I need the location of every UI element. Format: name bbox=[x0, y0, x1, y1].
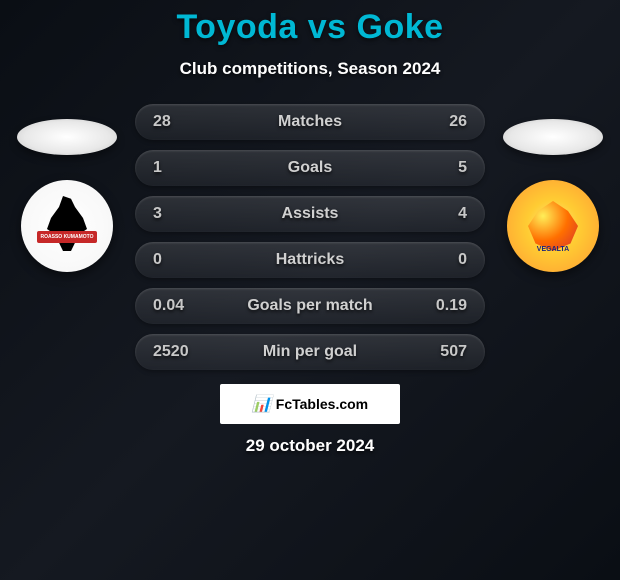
stat-value-left: 28 bbox=[153, 113, 193, 131]
stat-row-goals-per-match: 0.04 Goals per match 0.19 bbox=[135, 288, 485, 324]
subtitle: Club competitions, Season 2024 bbox=[180, 59, 441, 79]
player-avatar-left bbox=[17, 119, 117, 155]
stat-value-left: 2520 bbox=[153, 343, 193, 361]
stat-value-right: 507 bbox=[427, 343, 467, 361]
stat-value-right: 0 bbox=[427, 251, 467, 269]
stat-value-right: 0.19 bbox=[427, 297, 467, 315]
stat-row-matches: 28 Matches 26 bbox=[135, 104, 485, 140]
stat-value-right: 4 bbox=[427, 205, 467, 223]
attribution-text: FcTables.com bbox=[276, 396, 368, 412]
stat-value-left: 3 bbox=[153, 205, 193, 223]
stat-value-left: 1 bbox=[153, 159, 193, 177]
stat-label: Hattricks bbox=[193, 251, 427, 269]
stat-row-min-per-goal: 2520 Min per goal 507 bbox=[135, 334, 485, 370]
stat-label: Goals per match bbox=[193, 297, 427, 315]
stat-label: Goals bbox=[193, 159, 427, 177]
stats-column: 28 Matches 26 1 Goals 5 3 Assists 4 0 Ha… bbox=[135, 104, 485, 370]
badge-banner-left: ROASSO KUMAMOTO bbox=[37, 231, 97, 243]
page-title: Toyoda vs Goke bbox=[176, 8, 443, 47]
stat-value-right: 5 bbox=[427, 159, 467, 177]
eagle-icon bbox=[528, 201, 578, 251]
stat-value-left: 0 bbox=[153, 251, 193, 269]
stat-row-hattricks: 0 Hattricks 0 bbox=[135, 242, 485, 278]
stat-row-assists: 3 Assists 4 bbox=[135, 196, 485, 232]
comparison-card: Toyoda vs Goke Club competitions, Season… bbox=[0, 0, 620, 580]
badge-label-right: VEGALTA bbox=[518, 246, 588, 253]
badge-graphic-right: VEGALTA bbox=[518, 191, 588, 261]
stat-label: Min per goal bbox=[193, 343, 427, 361]
stat-value-left: 0.04 bbox=[153, 297, 193, 315]
stat-label: Assists bbox=[193, 205, 427, 223]
player-column-left: ROASSO KUMAMOTO bbox=[17, 119, 117, 272]
badge-graphic-left: ROASSO KUMAMOTO bbox=[37, 191, 97, 261]
club-badge-right: VEGALTA bbox=[507, 180, 599, 272]
club-badge-left: ROASSO KUMAMOTO bbox=[21, 180, 113, 272]
main-area: ROASSO KUMAMOTO 28 Matches 26 1 Goals 5 … bbox=[0, 119, 620, 370]
player-column-right: VEGALTA bbox=[503, 119, 603, 272]
player-avatar-right bbox=[503, 119, 603, 155]
attribution-badge: 📊 FcTables.com bbox=[220, 384, 400, 424]
chart-icon: 📊 bbox=[252, 394, 272, 414]
stat-label: Matches bbox=[193, 113, 427, 131]
stat-row-goals: 1 Goals 5 bbox=[135, 150, 485, 186]
date-text: 29 october 2024 bbox=[246, 436, 375, 456]
stat-value-right: 26 bbox=[427, 113, 467, 131]
